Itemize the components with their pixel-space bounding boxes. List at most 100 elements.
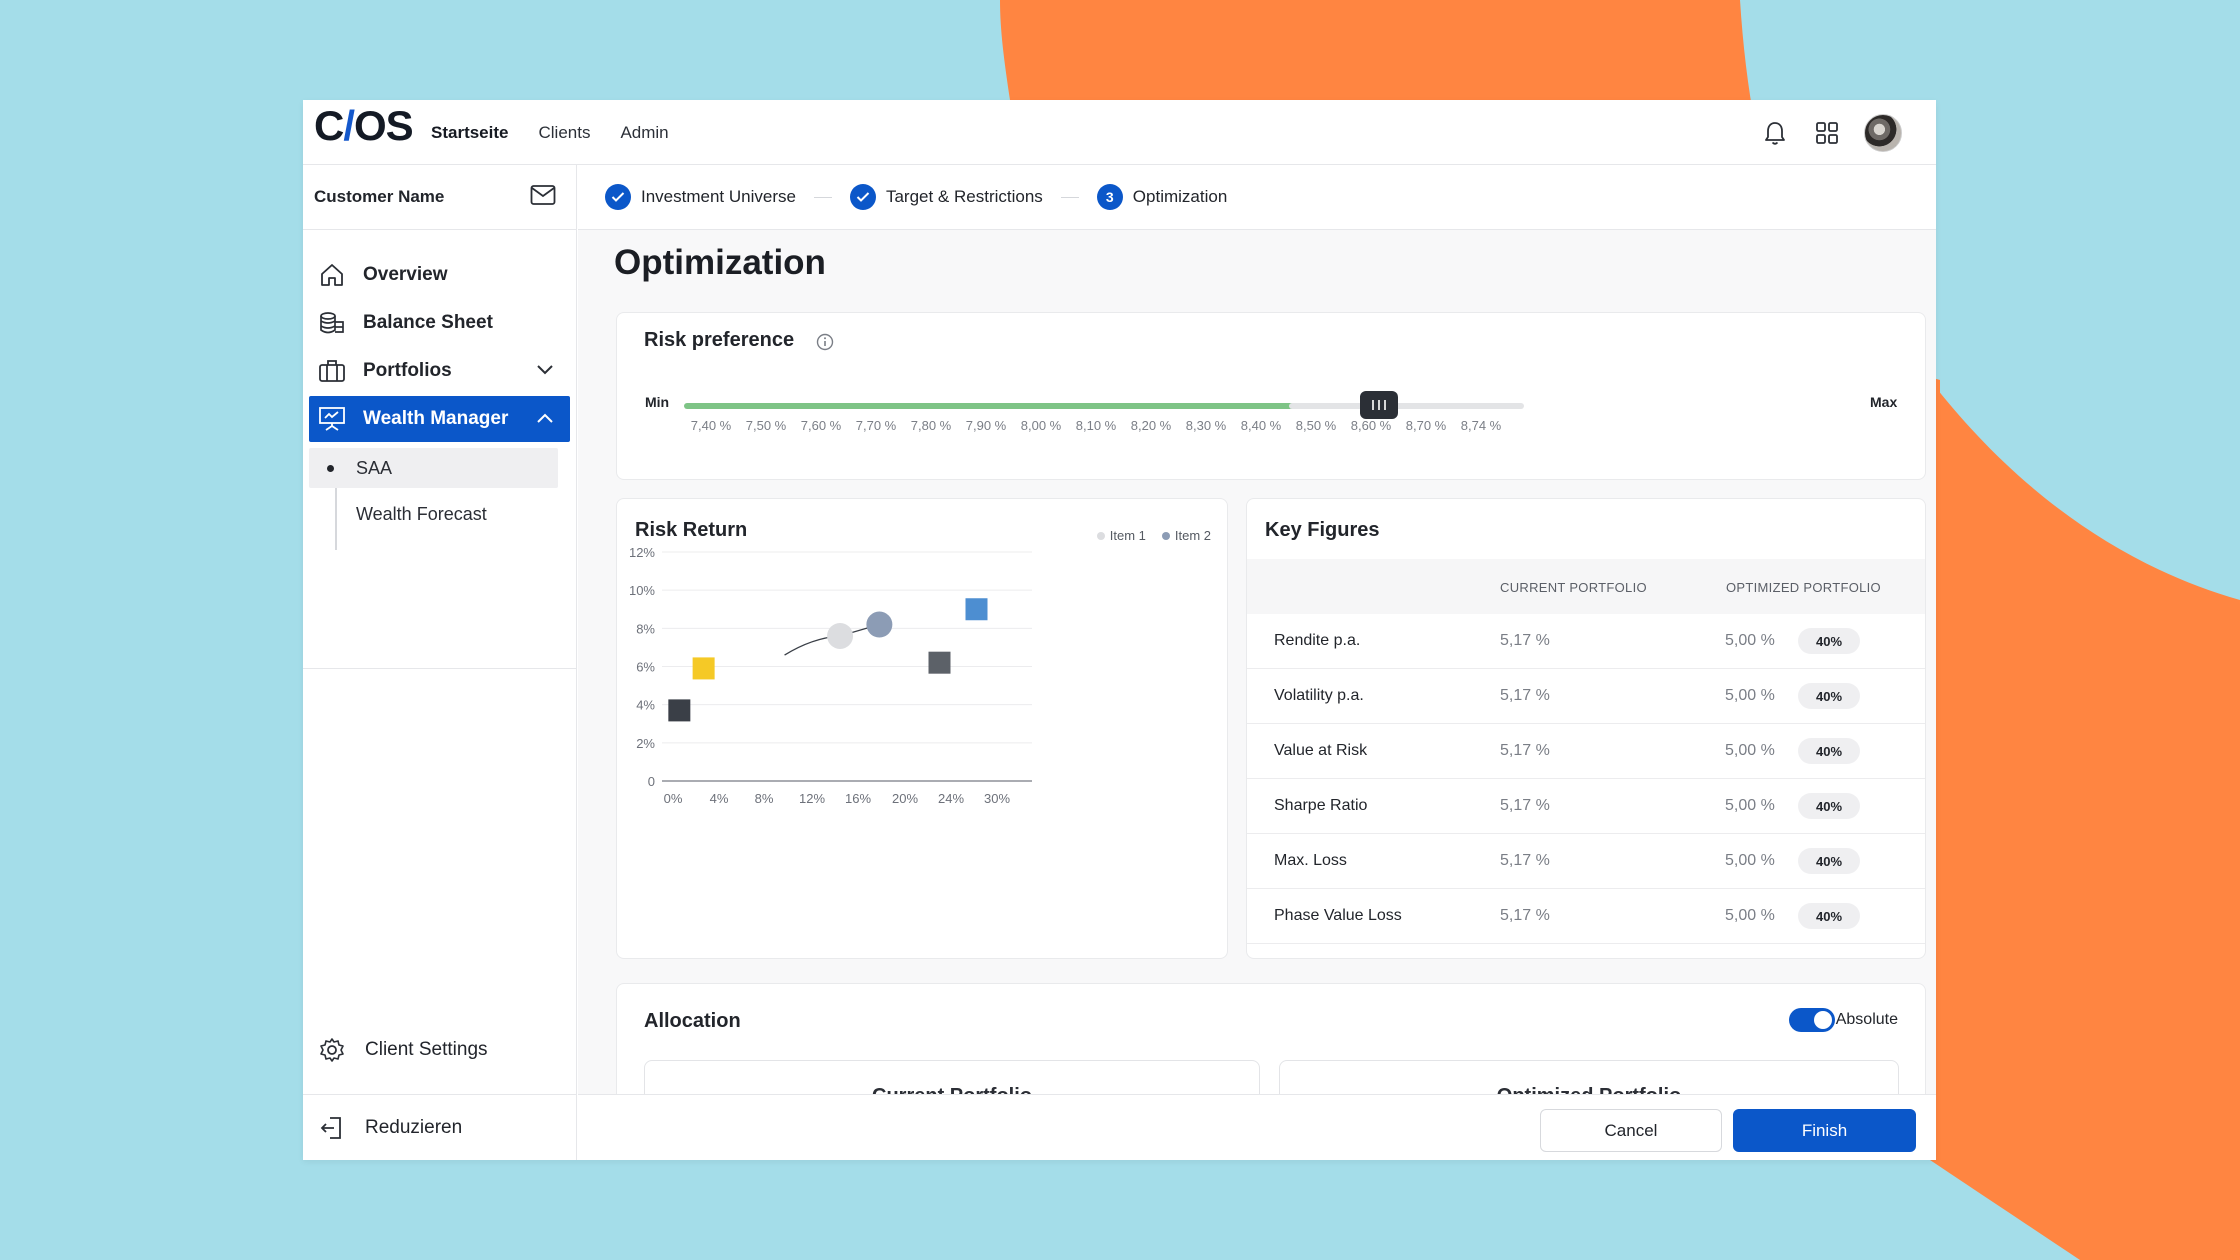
slider-segment[interactable] <box>1289 403 1359 409</box>
chevron-down-icon[interactable] <box>532 357 558 383</box>
y-tick-label: 6% <box>636 660 655 675</box>
stepper: Investment Universe Target & Restriction… <box>578 165 1936 230</box>
data-square <box>668 699 691 722</box>
x-tick-label: 0% <box>664 791 683 806</box>
y-tick-label: 0 <box>648 774 655 789</box>
step-target-restrictions[interactable]: Target & Restrictions <box>849 184 1043 210</box>
legend-item-1[interactable]: Item 1 <box>1096 528 1146 543</box>
key-figures-header: CURRENT PORTFOLIO OPTIMIZED PORTFOLIO <box>1247 559 1925 614</box>
optimized-value: 5,00 % <box>1725 852 1775 869</box>
avatar[interactable] <box>1864 113 1902 152</box>
slider-tick-label: 8,30 % <box>1185 418 1227 433</box>
x-tick-label: 8% <box>755 791 774 806</box>
slider-segment[interactable] <box>959 403 1029 409</box>
check-icon <box>849 184 876 210</box>
sidebar: Customer Name Overview Balance Sheet Por… <box>303 165 577 1160</box>
x-tick-label: 16% <box>845 791 871 806</box>
sidebar-subitem-wealth-forecast[interactable]: Wealth Forecast <box>309 494 558 534</box>
slider-tick-label: 8,50 % <box>1295 418 1337 433</box>
current-value: 5,17 % <box>1500 797 1550 814</box>
sidebar-item-balance-sheet[interactable]: Balance Sheet <box>309 300 570 346</box>
slider-segment[interactable] <box>904 403 974 409</box>
key-figures-card: Key Figures CURRENT PORTFOLIO OPTIMIZED … <box>1246 498 1926 959</box>
slider-segment[interactable] <box>1234 403 1304 409</box>
risk-return-title: Risk Return <box>635 519 748 541</box>
slider-segment[interactable] <box>794 403 864 409</box>
top-icons <box>1760 100 1902 165</box>
change-badge: 40% <box>1798 628 1860 654</box>
slider-tick-label: 7,50 % <box>745 418 787 433</box>
col-optimized-portfolio: OPTIMIZED PORTFOLIO <box>1726 580 1881 595</box>
info-icon[interactable] <box>816 333 834 356</box>
row-label: Sharpe Ratio <box>1274 797 1368 814</box>
slider-segment[interactable] <box>739 403 809 409</box>
change-badge: 40% <box>1798 738 1860 764</box>
row-label: Value at Risk <box>1274 742 1368 759</box>
legend-label: Item 1 <box>1109 528 1146 543</box>
cios-logo[interactable]: C/OS <box>314 102 414 149</box>
step-optimization[interactable]: 3 Optimization <box>1096 184 1228 210</box>
gear-icon <box>317 1035 347 1065</box>
legend-item-2[interactable]: Item 2 <box>1161 528 1211 543</box>
slider-thumb[interactable] <box>1360 391 1398 419</box>
sidebar-item-label: Overview <box>363 264 448 285</box>
sidebar-item-overview[interactable]: Overview <box>309 252 570 298</box>
sidebar-subitem-saa[interactable]: SAA <box>309 448 558 488</box>
optimized-value: 5,00 % <box>1725 742 1775 759</box>
data-square <box>965 598 988 621</box>
sidebar-item-portfolios[interactable]: Portfolios <box>309 348 570 394</box>
topnav-admin[interactable]: Admin <box>620 122 669 142</box>
slider-segment[interactable] <box>1069 403 1139 409</box>
allocation-title: Allocation <box>644 1010 741 1032</box>
y-tick-label: 4% <box>636 698 655 713</box>
sidebar-item-wealth-manager[interactable]: Wealth Manager <box>309 396 570 442</box>
change-badge: 40% <box>1798 793 1860 819</box>
x-tick-label: 20% <box>892 791 918 806</box>
app-window: C/OS Startseite Clients Admin Customer N… <box>303 100 1936 1160</box>
slider-segment[interactable] <box>1399 403 1469 409</box>
client-settings-link[interactable]: Client Settings <box>309 1028 570 1072</box>
slider-tick-label: 7,90 % <box>965 418 1007 433</box>
slider-tick-label: 8,20 % <box>1130 418 1172 433</box>
y-tick-label: 2% <box>636 736 655 751</box>
step-number: 3 <box>1096 184 1123 210</box>
slider-segment[interactable] <box>1179 403 1249 409</box>
coins-icon <box>317 308 347 338</box>
row-label: Max. Loss <box>1274 852 1347 869</box>
slider-segment[interactable] <box>1014 403 1084 409</box>
cancel-button[interactable]: Cancel <box>1540 1109 1722 1152</box>
collapse-sidebar-button[interactable]: Reduzieren <box>303 1094 576 1160</box>
mail-icon[interactable] <box>530 184 556 211</box>
absolute-toggle-label: Absolute <box>1835 1011 1898 1028</box>
optimized-value: 5,00 % <box>1725 797 1775 814</box>
sidebar-item-label: Balance Sheet <box>363 312 493 333</box>
table-row: Phase Value Loss 5,17 % 5,00 % 40% <box>1247 889 1925 944</box>
table-row: Volatility p.a. 5,17 % 5,00 % 40% <box>1247 669 1925 724</box>
sidebar-divider <box>303 668 576 669</box>
step-label: Optimization <box>1132 187 1228 206</box>
chart-legend: Item 1 Item 2 <box>1096 528 1211 543</box>
grid-icon[interactable] <box>1812 118 1842 148</box>
slider-segment[interactable] <box>1454 403 1524 409</box>
sidebar-nav: Overview Balance Sheet Portfolios Wealth… <box>303 230 576 550</box>
check-icon <box>605 184 631 210</box>
collapse-label: Reduzieren <box>365 1116 463 1138</box>
slider-tick-label: 7,40 % <box>690 418 732 433</box>
optimized-value: 5,00 % <box>1725 632 1775 649</box>
slider-segment[interactable] <box>1124 403 1194 409</box>
bell-icon[interactable] <box>1760 118 1790 148</box>
absolute-toggle[interactable] <box>1789 1008 1835 1032</box>
x-tick-label: 12% <box>799 791 825 806</box>
slider-min-label: Min <box>645 394 670 410</box>
topnav-startseite[interactable]: Startseite <box>431 122 509 142</box>
slider-segment[interactable] <box>684 403 754 409</box>
data-square <box>692 657 715 680</box>
step-investment-universe[interactable]: Investment Universe <box>605 184 796 210</box>
optimized-value: 5,00 % <box>1725 687 1775 704</box>
finish-button[interactable]: Finish <box>1733 1109 1916 1152</box>
risk-slider[interactable]: 7,40 % 7,50 % 7,60 % 7,70 % 7,80 % 7,90 % 8,00… <box>617 313 1925 479</box>
topnav-clients[interactable]: Clients <box>538 122 591 142</box>
slider-segment[interactable] <box>849 403 919 409</box>
chevron-up-icon[interactable] <box>532 405 558 431</box>
risk-return-chart: 0 2% 4% 6% 8% 10% 12% 0% 4% 8% 12% 16% 20% 24% 30% <box>629 545 1032 806</box>
